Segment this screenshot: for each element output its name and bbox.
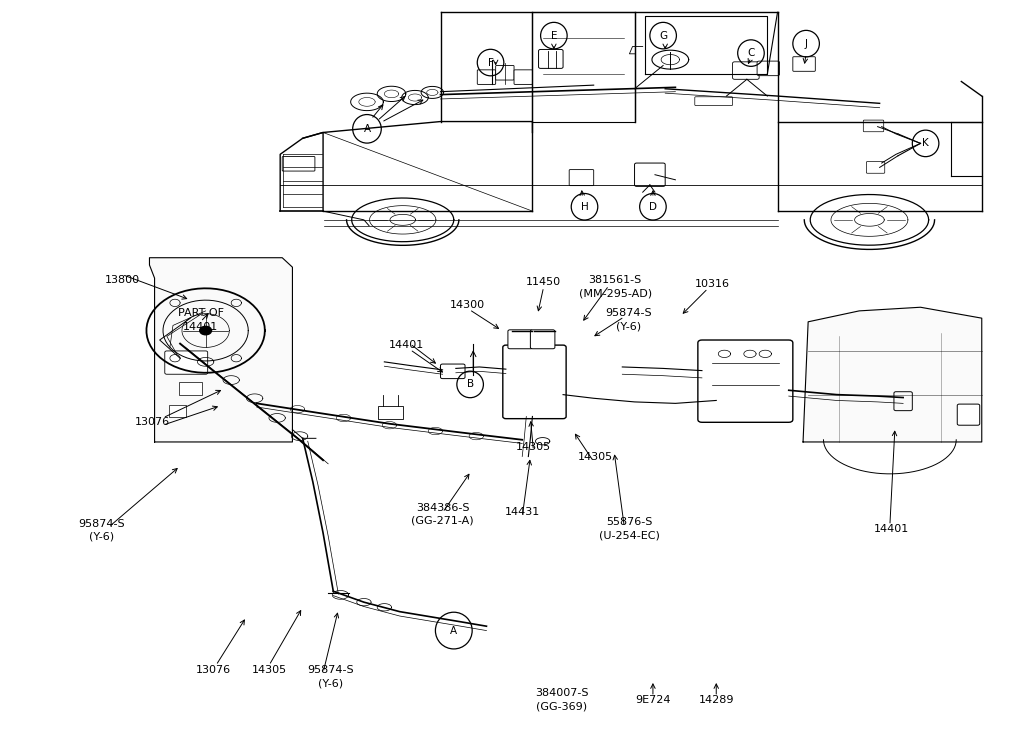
FancyBboxPatch shape [793,57,815,72]
Circle shape [200,326,212,335]
Text: 13076: 13076 [197,665,231,675]
Text: 381561-S: 381561-S [589,276,642,285]
FancyBboxPatch shape [757,61,779,76]
Text: (GG-271-A): (GG-271-A) [412,515,474,526]
Text: 384386-S: 384386-S [416,502,469,512]
Text: G: G [659,31,668,41]
Text: 9E724: 9E724 [635,694,671,705]
FancyBboxPatch shape [169,405,186,417]
Text: 10316: 10316 [694,279,730,289]
Text: A: A [451,626,458,635]
Text: 13076: 13076 [135,417,170,428]
Text: (Y-6): (Y-6) [317,678,343,689]
FancyBboxPatch shape [283,156,315,171]
Text: (U-254-EC): (U-254-EC) [599,530,659,540]
Text: 14431: 14431 [505,507,540,517]
Text: 14305: 14305 [516,442,551,452]
FancyBboxPatch shape [508,330,532,349]
Text: 14401: 14401 [389,340,424,350]
Text: C: C [748,48,755,58]
Text: 11450: 11450 [526,277,561,287]
Text: J: J [805,39,808,49]
Text: (Y-6): (Y-6) [615,321,641,331]
Text: 384007-S: 384007-S [536,688,589,698]
Text: F: F [487,58,494,67]
FancyBboxPatch shape [530,330,555,349]
FancyBboxPatch shape [866,162,885,173]
FancyBboxPatch shape [514,70,532,84]
FancyBboxPatch shape [165,351,208,374]
FancyBboxPatch shape [695,96,732,105]
Text: 95874-S: 95874-S [605,308,651,318]
FancyBboxPatch shape [179,382,202,395]
Text: 14289: 14289 [698,694,734,705]
FancyBboxPatch shape [477,70,496,84]
FancyBboxPatch shape [539,50,563,69]
FancyBboxPatch shape [894,392,912,411]
FancyBboxPatch shape [440,364,465,379]
FancyBboxPatch shape [863,120,884,132]
Text: H: H [581,202,589,212]
Text: E: E [551,31,557,41]
Text: 13800: 13800 [104,275,139,284]
Text: 55876-S: 55876-S [606,517,652,527]
FancyBboxPatch shape [957,404,980,425]
Text: D: D [649,202,657,212]
FancyBboxPatch shape [496,66,514,80]
Text: 95874-S: 95874-S [78,518,125,529]
Text: K: K [923,138,929,148]
Text: (GG-369): (GG-369) [537,701,588,711]
FancyBboxPatch shape [569,170,594,186]
Text: (Y-6): (Y-6) [89,531,114,542]
Text: 14305: 14305 [251,665,287,675]
Text: 95874-S: 95874-S [307,665,353,675]
Text: 14401: 14401 [874,523,909,534]
Text: 14401: 14401 [183,322,218,332]
Text: 14300: 14300 [450,300,484,310]
FancyBboxPatch shape [732,62,759,79]
FancyBboxPatch shape [503,345,566,419]
Text: 14305: 14305 [579,452,613,462]
FancyBboxPatch shape [698,340,793,423]
Text: PART OF: PART OF [177,308,223,318]
FancyBboxPatch shape [378,406,402,419]
Text: A: A [364,124,371,134]
Text: B: B [467,379,474,390]
Text: (MM-295-AD): (MM-295-AD) [579,289,651,298]
FancyBboxPatch shape [635,163,666,186]
